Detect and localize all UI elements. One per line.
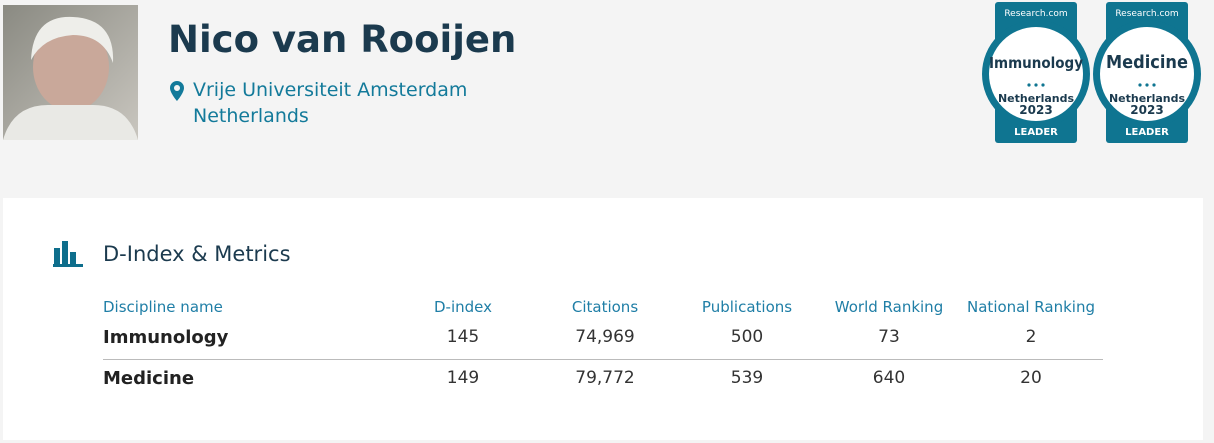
metric-cell: 79,772: [575, 368, 635, 388]
metric-cell: 74,969: [575, 327, 635, 347]
discipline-cell: Medicine: [103, 368, 195, 389]
badge-disc: [989, 27, 1083, 121]
badge-country: Netherlands: [1109, 92, 1186, 105]
badge-discipline: Medicine: [1106, 52, 1188, 73]
column-header: National Ranking: [967, 298, 1095, 316]
location-icon: [170, 81, 184, 101]
badge-country: Netherlands: [998, 92, 1075, 105]
badge-discipline: Immunology: [989, 54, 1083, 72]
badge-dot: [1027, 83, 1031, 87]
badge-year: 2023: [1130, 103, 1163, 117]
badge-dot: [1041, 83, 1045, 87]
metric-cell: 500: [730, 327, 764, 347]
column-header: Citations: [571, 298, 639, 316]
affiliation-country: Netherlands: [193, 105, 309, 127]
metrics-card: [3, 198, 1203, 440]
metric-cell: 539: [730, 368, 764, 388]
discipline-cell: Immunology: [103, 327, 229, 348]
affiliation: Vrije Universiteit Amsterdam: [193, 79, 468, 101]
profile-name: Nico van Rooijen: [168, 18, 517, 61]
column-header: Discipline name: [103, 298, 223, 316]
badge-source: Research.com: [1115, 9, 1178, 19]
metric-cell: 2: [1025, 327, 1037, 347]
metrics-icon: [53, 241, 83, 267]
metric-cell: 640: [872, 368, 906, 388]
column-header: World Ranking: [834, 298, 944, 316]
metric-cell: 20: [1020, 368, 1042, 388]
badge-dot: [1145, 83, 1149, 87]
metric-cell: 149: [446, 368, 480, 388]
column-header: D-index: [433, 298, 493, 316]
profile-photo: [3, 5, 138, 140]
badge-source: Research.com: [1004, 9, 1067, 19]
badge-dot: [1152, 83, 1156, 87]
badge-rank: LEADER: [1125, 127, 1169, 138]
badge-disc: [1100, 27, 1194, 121]
metric-cell: 145: [446, 327, 480, 347]
badge-rank: LEADER: [1014, 127, 1058, 138]
badge-dot: [1034, 83, 1038, 87]
metrics-title: D-Index & Metrics: [103, 242, 291, 266]
row-divider: [103, 359, 1103, 360]
column-header: Publications: [701, 298, 793, 316]
badge-dot: [1138, 83, 1142, 87]
metric-cell: 73: [878, 327, 900, 347]
badge-year: 2023: [1019, 103, 1052, 117]
